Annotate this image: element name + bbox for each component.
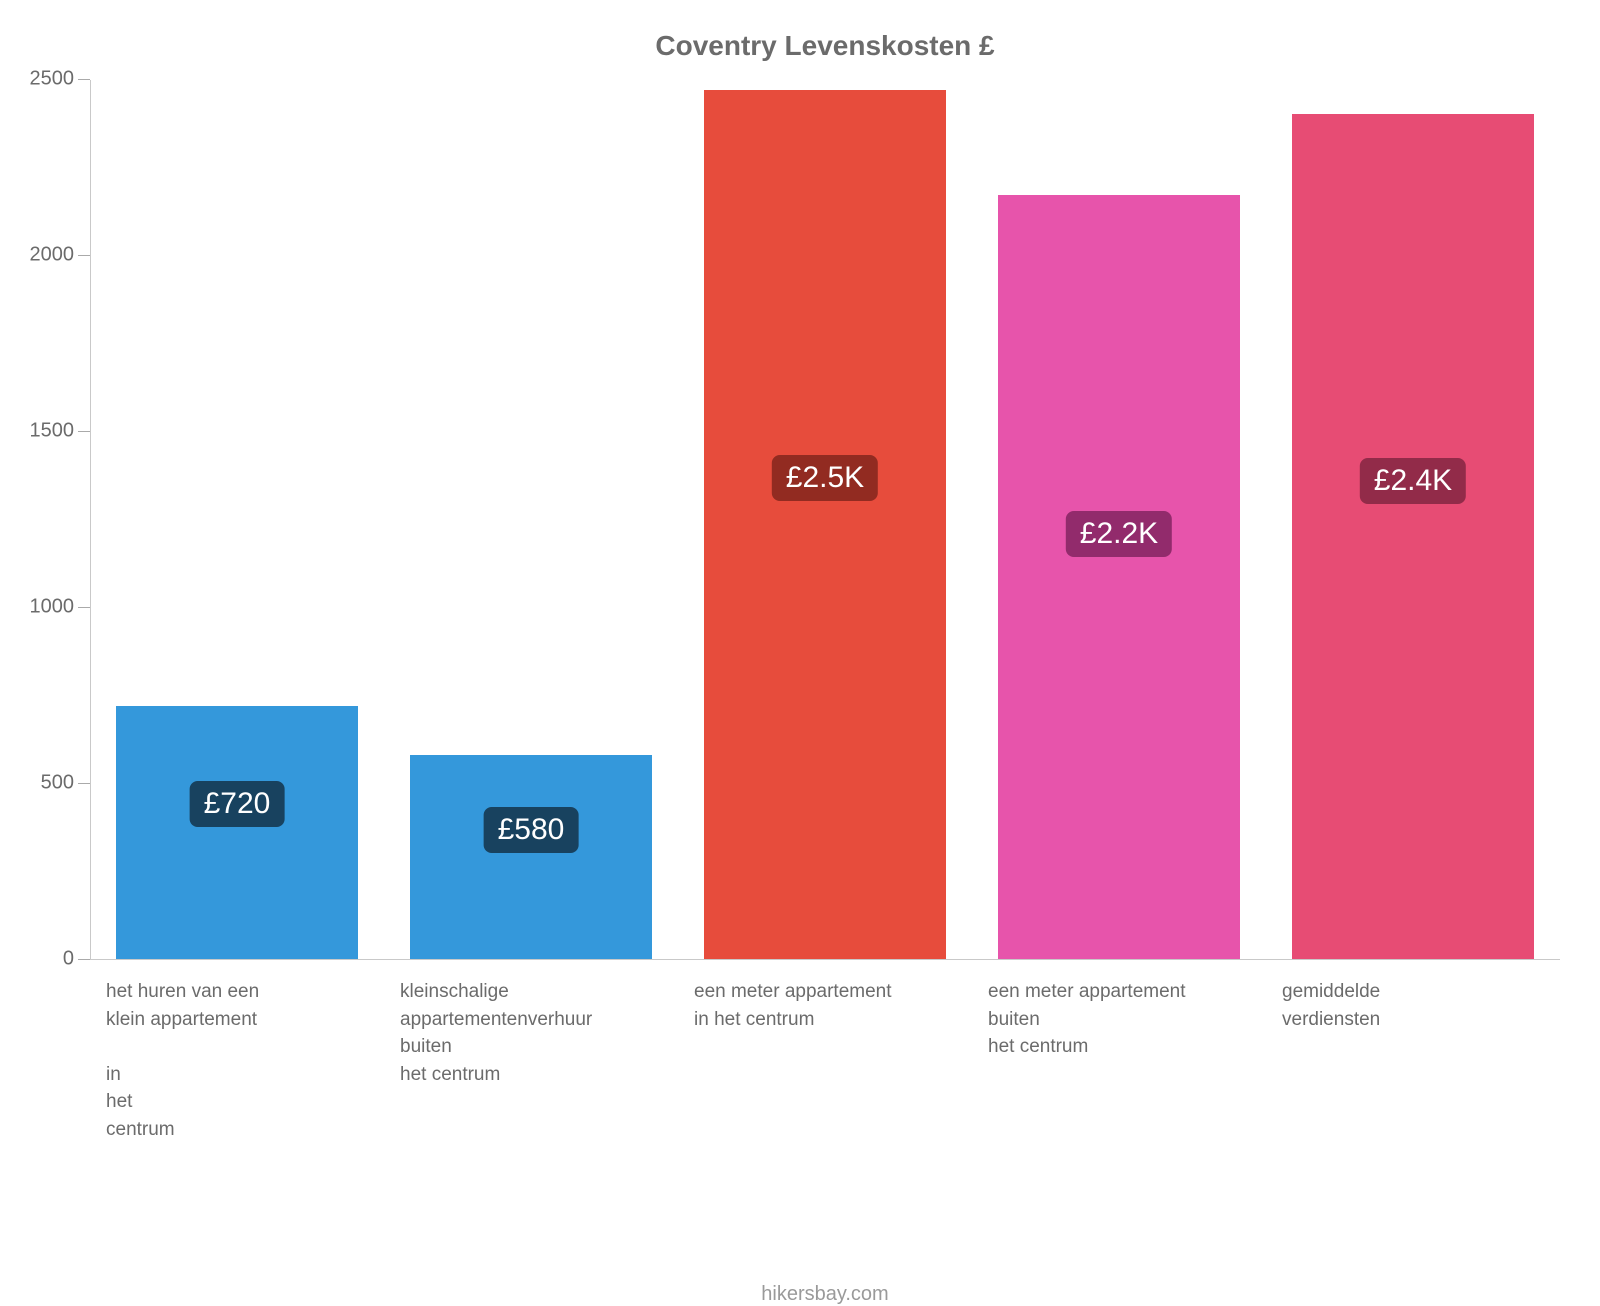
x-label-slot: gemiddelde verdiensten (1266, 978, 1560, 1143)
bar-slot: £720 (90, 80, 384, 959)
x-axis-category-label: gemiddelde verdiensten (1282, 978, 1544, 1033)
plot-area: £720£580£2.5K£2.2K£2.4K 0500100015002000… (90, 80, 1560, 960)
bar: £2.2K (998, 195, 1239, 959)
x-label-slot: een meter appartement buiten het centrum (972, 978, 1266, 1143)
x-axis-category-label: kleinschalige appartementenverhuur buite… (400, 978, 662, 1088)
bar-slot: £2.2K (972, 80, 1266, 959)
x-label-slot: het huren van een klein appartement in h… (90, 978, 384, 1143)
bar-value-badge: £2.4K (1360, 458, 1466, 504)
bar-value-badge: £2.2K (1066, 511, 1172, 557)
y-tick-label: 1500 (30, 420, 91, 443)
bar-slot: £2.5K (678, 80, 972, 959)
x-label-slot: kleinschalige appartementenverhuur buite… (384, 978, 678, 1143)
bar-value-badge: £2.5K (772, 455, 878, 501)
chart-container: Coventry Levenskosten £ £720 £580 £2.5K £2.… (0, 0, 1600, 1200)
bar: £580 (410, 755, 651, 959)
bar-value-badge: £720 (190, 781, 285, 827)
bar: £2.4K (1292, 114, 1533, 959)
x-axis-category-label: het huren van een klein appartement in h… (106, 978, 368, 1143)
x-axis-category-label: een meter appartement in het centrum (694, 978, 956, 1033)
y-tick-label: 0 (63, 948, 90, 971)
y-tick-label: 1000 (30, 596, 91, 619)
y-tick-label: 2000 (30, 244, 91, 267)
bars-group: £720 £580 £2.5K £2.2K £2.4K (90, 80, 1560, 959)
x-axis-labels: het huren van een klein appartement in h… (90, 978, 1560, 1143)
bar-slot: £2.4K (1266, 80, 1560, 959)
bar: £720 (116, 706, 357, 959)
x-label-slot: een meter appartement in het centrum (678, 978, 972, 1143)
bar: £2.5K (704, 90, 945, 959)
x-axis-category-label: een meter appartement buiten het centrum (988, 978, 1250, 1061)
bar-slot: £580 (384, 80, 678, 959)
y-tick-label: 2500 (30, 68, 91, 91)
bar-value-badge: £580 (484, 807, 579, 853)
y-tick-label: 500 (41, 772, 90, 795)
chart-title: Coventry Levenskosten £ (90, 30, 1560, 62)
attribution-text: hikersbay.com (90, 1283, 1560, 1306)
